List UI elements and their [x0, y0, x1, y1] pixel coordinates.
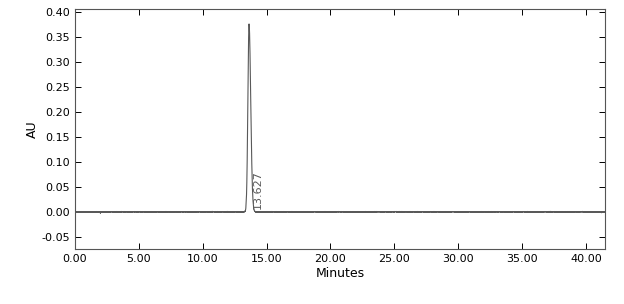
Text: 13.627: 13.627 — [253, 170, 263, 209]
X-axis label: Minutes: Minutes — [316, 267, 364, 280]
Y-axis label: AU: AU — [26, 120, 39, 138]
